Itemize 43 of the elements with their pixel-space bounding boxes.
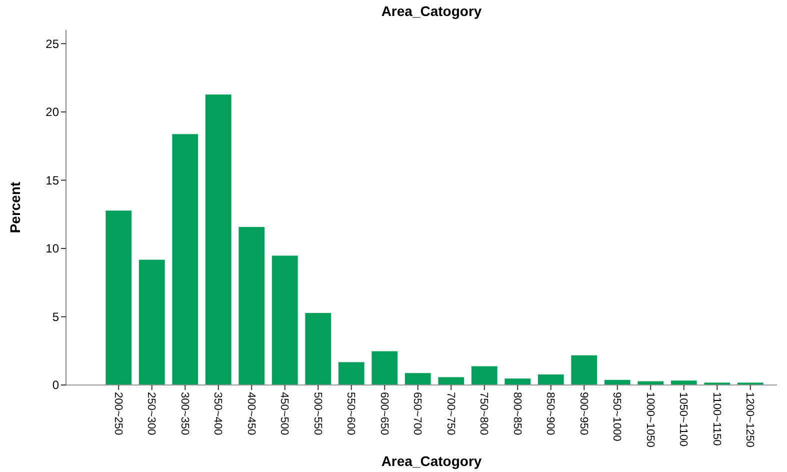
y-axis-title: Percent xyxy=(7,181,23,234)
bar xyxy=(338,361,366,386)
x-tick-label: 550~600 xyxy=(344,392,357,436)
bar xyxy=(171,133,199,386)
x-tick-label: 750~800 xyxy=(478,392,490,436)
x-tick-label: 200~250 xyxy=(112,392,124,436)
bar xyxy=(271,254,299,386)
x-tick-label: 450~500 xyxy=(278,392,290,436)
chart-title: Area_Catogory xyxy=(381,3,482,19)
bar xyxy=(470,365,498,386)
x-tick-label: 1200~1250 xyxy=(744,392,756,448)
y-tick-label: 10 xyxy=(46,242,60,256)
bar xyxy=(537,374,565,386)
y-tick-label: 5 xyxy=(52,310,60,324)
bar xyxy=(570,354,598,386)
x-tick-label: 950~1000 xyxy=(610,392,623,442)
x-tick-label: 250~300 xyxy=(145,392,158,436)
x-axis-title: Area_Catogory xyxy=(381,453,482,469)
y-tick-label: 15 xyxy=(46,173,60,188)
y-tick-label: 0 xyxy=(52,378,60,392)
x-tick-label: 900~950 xyxy=(577,392,590,436)
x-tick-label: 700~750 xyxy=(444,392,456,436)
x-tick-label: 850~900 xyxy=(544,392,556,436)
bar xyxy=(404,372,432,386)
x-tick-label: 650~700 xyxy=(411,392,424,436)
x-tick-label: 400~450 xyxy=(244,392,257,436)
x-tick-label: 300~350 xyxy=(178,392,190,436)
y-tick-label: 25 xyxy=(46,36,60,51)
x-tick-label: 1000~1050 xyxy=(644,392,656,448)
x-tick-label: 350~400 xyxy=(212,392,224,436)
bar xyxy=(238,226,266,386)
bar xyxy=(370,350,398,386)
bar xyxy=(204,94,232,386)
x-tick-label: 1050~1100 xyxy=(677,392,690,447)
y-tick-label: 20 xyxy=(46,105,60,120)
x-tick-label: 1100~1150 xyxy=(710,392,722,446)
bar xyxy=(437,376,465,386)
bar xyxy=(304,312,332,386)
x-tick-label: 600~650 xyxy=(378,392,390,436)
bar xyxy=(104,210,132,386)
bar xyxy=(138,258,166,386)
x-tick-label: 500~550 xyxy=(311,392,324,436)
x-tick-label: 800~850 xyxy=(510,392,523,436)
